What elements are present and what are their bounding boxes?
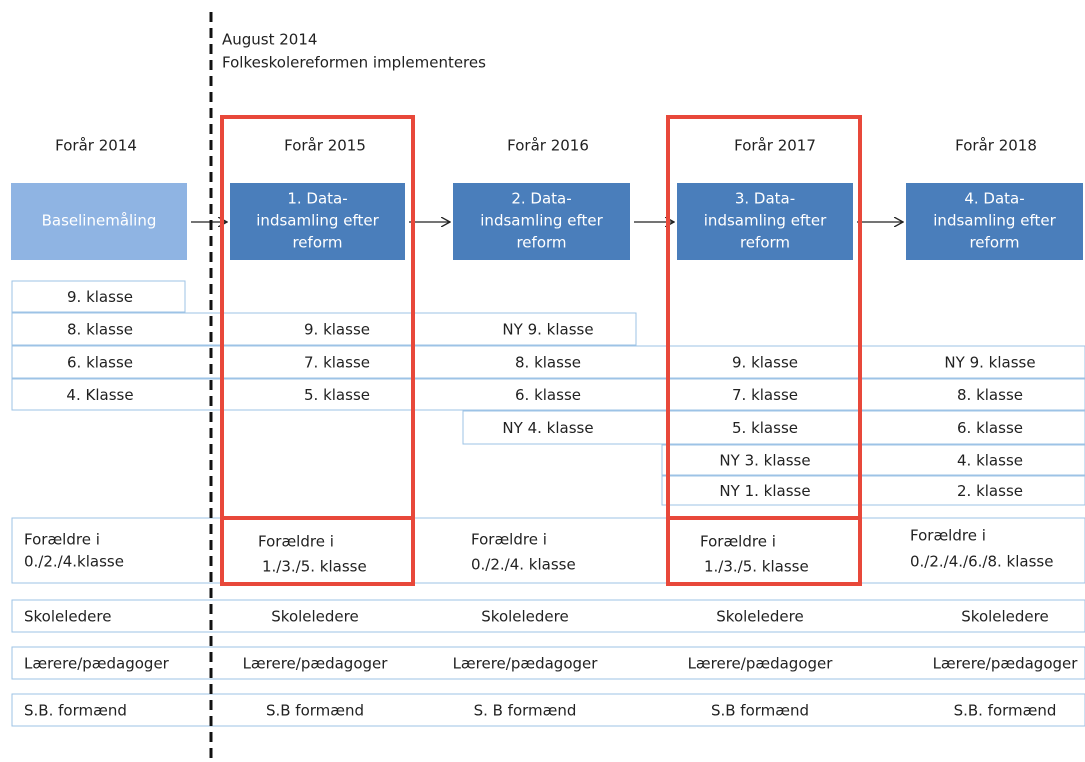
stage-label: 3. Data- <box>735 190 795 208</box>
class-label: 6. klasse <box>67 354 133 372</box>
class-label: 9. klasse <box>304 321 370 339</box>
stage-label: 2. Data- <box>511 190 571 208</box>
class-row <box>11 312 637 346</box>
stage-label: 4. Data- <box>964 190 1024 208</box>
staff-label: S.B formænd <box>266 702 364 720</box>
staff-label: S.B formænd <box>711 702 809 720</box>
staff-label: Lærere/pædagoger <box>688 655 834 673</box>
class-label: 9. klasse <box>732 354 798 372</box>
staff-label: Skoleledere <box>24 608 111 626</box>
staff-label: Lærere/pædagoger <box>933 655 1079 673</box>
period-label: Forår 2017 <box>734 137 816 155</box>
class-row <box>11 280 186 313</box>
annotation-line: Folkeskolereformen implementeres <box>222 54 486 72</box>
staff-label: S.B. formænd <box>24 702 127 720</box>
stage-box <box>453 183 630 260</box>
staff-label: Lærere/pædagoger <box>243 655 389 673</box>
class-label: 2. klasse <box>957 482 1023 500</box>
stage-label: reform <box>969 234 1019 252</box>
class-label: 5. klasse <box>732 419 798 437</box>
stage-box <box>11 183 187 260</box>
period-label: Forår 2014 <box>55 137 137 155</box>
staff-label: Skoleledere <box>271 608 358 626</box>
stage-label: reform <box>292 234 342 252</box>
period-label: Forår 2016 <box>507 137 589 155</box>
staff-label: S. B formænd <box>474 702 577 720</box>
class-label: 7. klasse <box>304 354 370 372</box>
period-label: Forår 2018 <box>955 137 1037 155</box>
highlight-frame <box>220 115 415 520</box>
parents-label: 0./2./4. klasse <box>471 556 576 574</box>
staff-row <box>11 646 1085 680</box>
stage-label: reform <box>516 234 566 252</box>
parents-label: 0./2./4.klasse <box>24 553 124 571</box>
period-label: Forår 2015 <box>284 137 366 155</box>
staff-label: Skoleledere <box>961 608 1048 626</box>
stage-box <box>677 183 853 260</box>
class-row <box>11 345 1085 379</box>
class-label: 6. klasse <box>957 419 1023 437</box>
staff-label: Skoleledere <box>481 608 568 626</box>
stage-label: indsamling efter <box>933 212 1056 230</box>
parents-label: Forældre i <box>258 533 334 551</box>
parents-label: Forældre i <box>700 533 776 551</box>
class-label: 9. klasse <box>67 288 133 306</box>
parents-label: 0./2./4./6./8. klasse <box>910 553 1053 571</box>
stage-label: Baselinemåling <box>42 212 157 230</box>
stage-label: indsamling efter <box>480 212 603 230</box>
class-label: 5. klasse <box>304 386 370 404</box>
stage-box <box>230 183 405 260</box>
staff-label: Lærere/pædagoger <box>453 655 599 673</box>
staff-label: Lærere/pædagoger <box>24 655 170 673</box>
staff-row <box>11 693 1085 727</box>
parents-label: Forældre i <box>910 527 986 545</box>
parents-label: Forældre i <box>24 531 100 549</box>
class-label: 4. klasse <box>957 452 1023 470</box>
parents-label: 1./3./5. klasse <box>262 558 367 576</box>
staff-label: Skoleledere <box>716 608 803 626</box>
annotation-line: August 2014 <box>222 31 317 49</box>
class-label: NY 9. klasse <box>502 321 593 339</box>
highlight-frame <box>666 516 862 586</box>
class-label: 7. klasse <box>732 386 798 404</box>
highlight-frame <box>220 516 415 586</box>
stage-label: indsamling efter <box>704 212 827 230</box>
class-label: 6. klasse <box>515 386 581 404</box>
class-label: 4. Klasse <box>66 386 133 404</box>
stage-box <box>906 183 1083 260</box>
class-label: NY 9. klasse <box>944 354 1035 372</box>
class-row <box>462 410 1085 445</box>
stage-label: reform <box>740 234 790 252</box>
class-label: 8. klasse <box>67 321 133 339</box>
staff-row <box>11 599 1085 633</box>
class-label: NY 4. klasse <box>502 419 593 437</box>
class-label: 8. klasse <box>515 354 581 372</box>
parents-row <box>11 517 1085 584</box>
parents-label: 1./3./5. klasse <box>704 558 809 576</box>
stage-label: indsamling efter <box>256 212 379 230</box>
class-label: 8. klasse <box>957 386 1023 404</box>
parents-label: Forældre i <box>471 531 547 549</box>
class-label: NY 1. klasse <box>719 482 810 500</box>
staff-label: S.B. formænd <box>954 702 1057 720</box>
class-row <box>661 475 1085 506</box>
class-row <box>11 378 1085 411</box>
class-label: NY 3. klasse <box>719 452 810 470</box>
stage-label: 1. Data- <box>287 190 347 208</box>
class-row <box>661 444 1085 476</box>
